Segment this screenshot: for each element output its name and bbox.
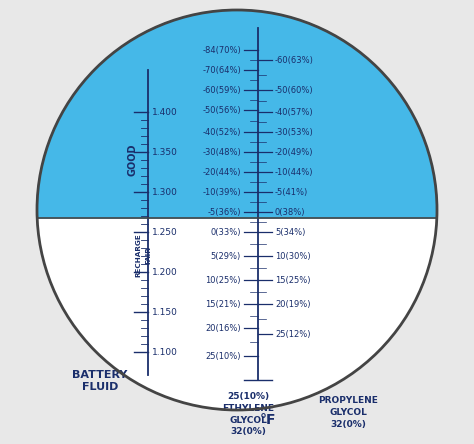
Circle shape — [37, 10, 437, 410]
Text: 1.100: 1.100 — [152, 348, 178, 357]
Text: 1.350: 1.350 — [152, 147, 178, 156]
Text: -10(39%): -10(39%) — [202, 187, 241, 197]
Text: 25(12%): 25(12%) — [275, 329, 310, 338]
Text: 20(16%): 20(16%) — [205, 324, 241, 333]
Text: FAIR: FAIR — [145, 246, 151, 264]
Text: -50(56%): -50(56%) — [202, 106, 241, 115]
Text: 1.150: 1.150 — [152, 308, 178, 317]
Text: -60(63%): -60(63%) — [275, 56, 314, 64]
Text: 15(21%): 15(21%) — [206, 300, 241, 309]
Text: GOOD: GOOD — [128, 144, 138, 176]
Text: 0(33%): 0(33%) — [210, 227, 241, 237]
Text: -5(41%): -5(41%) — [275, 187, 308, 197]
Text: -30(53%): -30(53%) — [275, 127, 314, 136]
Text: 0(38%): 0(38%) — [275, 207, 306, 217]
Text: 5(29%): 5(29%) — [211, 251, 241, 261]
Text: -10(44%): -10(44%) — [275, 167, 313, 177]
Text: 1.250: 1.250 — [152, 227, 178, 237]
Text: -5(36%): -5(36%) — [208, 207, 241, 217]
Text: PROPYLENE
GLYCOL
32(0%): PROPYLENE GLYCOL 32(0%) — [318, 396, 378, 428]
Text: 25(10%): 25(10%) — [206, 352, 241, 361]
Text: °F: °F — [260, 413, 276, 427]
Text: 10(30%): 10(30%) — [275, 251, 310, 261]
Text: -30(48%): -30(48%) — [202, 147, 241, 156]
Text: RECHARGE: RECHARGE — [135, 233, 141, 277]
Text: 1.200: 1.200 — [152, 267, 178, 277]
Text: 20(19%): 20(19%) — [275, 300, 310, 309]
Text: -60(59%): -60(59%) — [202, 86, 241, 95]
Text: -50(60%): -50(60%) — [275, 86, 314, 95]
Text: -20(49%): -20(49%) — [275, 147, 313, 156]
Text: 25(10%)
ETHYLENE
GLYCOL
32(0%): 25(10%) ETHYLENE GLYCOL 32(0%) — [222, 392, 274, 436]
Text: -20(44%): -20(44%) — [202, 167, 241, 177]
Text: 10(25%): 10(25%) — [206, 275, 241, 285]
Text: 1.300: 1.300 — [152, 187, 178, 197]
Text: 15(25%): 15(25%) — [275, 275, 310, 285]
Polygon shape — [37, 10, 437, 218]
Text: 1.400: 1.400 — [152, 107, 178, 116]
Text: 5(34%): 5(34%) — [275, 227, 305, 237]
Text: -70(64%): -70(64%) — [202, 66, 241, 75]
Text: BATTERY
FLUID: BATTERY FLUID — [73, 370, 128, 392]
Text: -84(70%): -84(70%) — [202, 45, 241, 55]
Text: -40(57%): -40(57%) — [275, 107, 314, 116]
Text: -40(52%): -40(52%) — [202, 127, 241, 136]
